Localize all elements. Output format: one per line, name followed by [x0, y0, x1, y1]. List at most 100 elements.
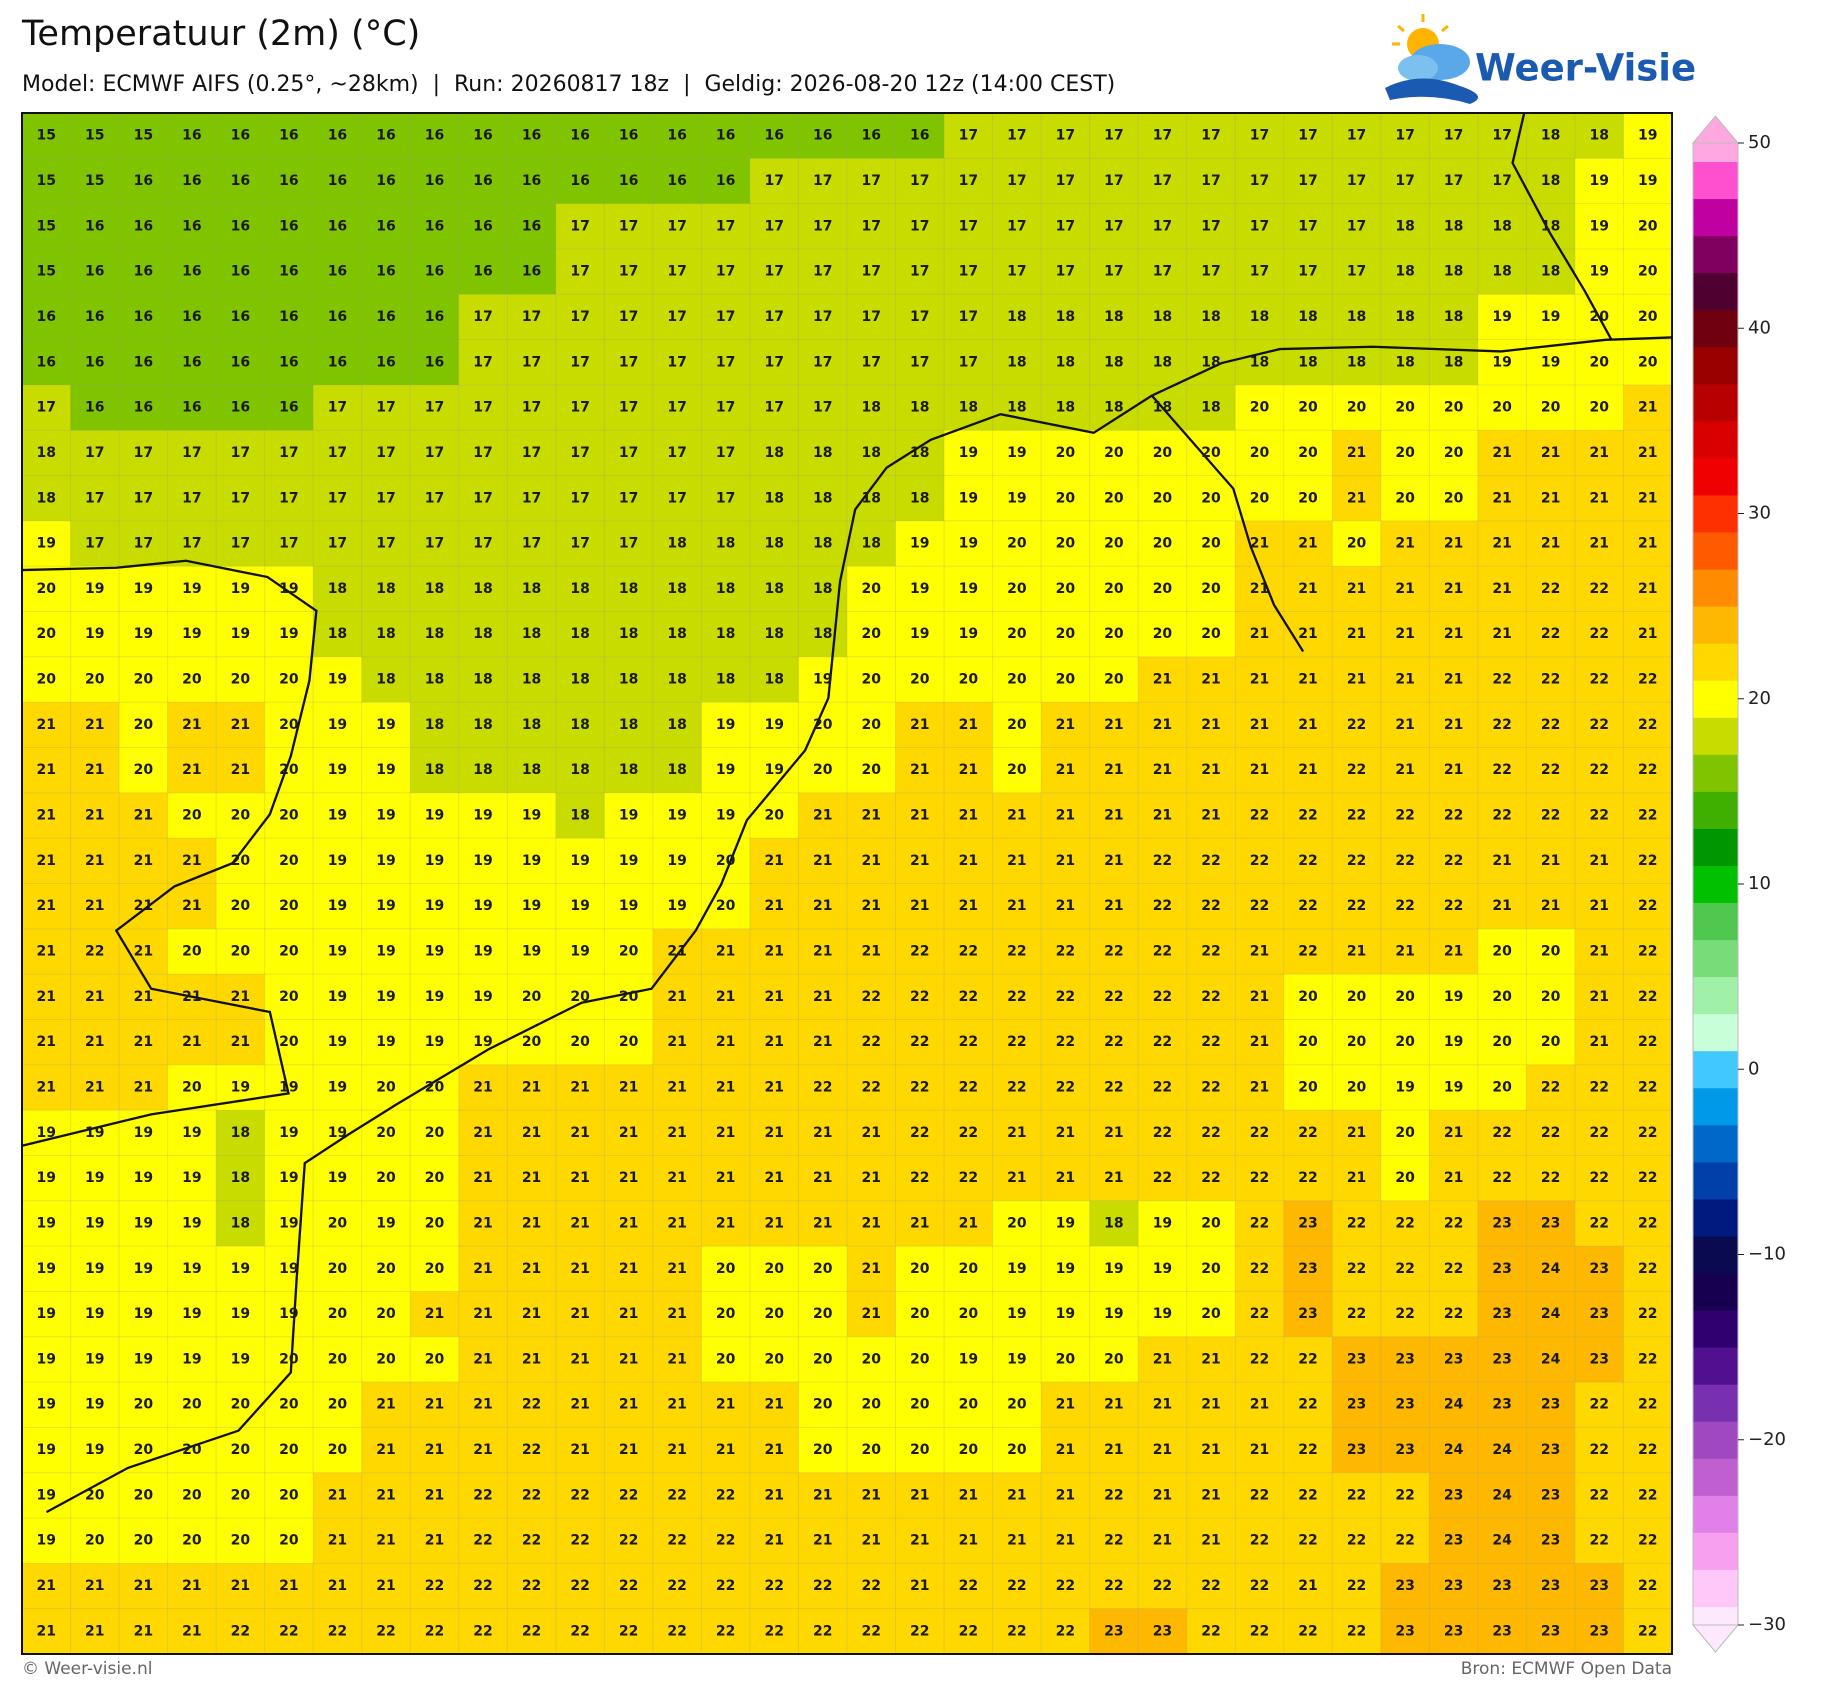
temp-cell — [1574, 384, 1625, 431]
temp-label: 22 — [522, 1533, 541, 1549]
temp-label: 22 — [1589, 1442, 1608, 1458]
temp-label: 16 — [231, 264, 250, 280]
temp-label: 19 — [425, 808, 444, 824]
temp-cell — [361, 1064, 411, 1111]
temp-cell — [313, 203, 363, 250]
temp-cell — [1235, 1246, 1285, 1293]
temp-cell — [361, 974, 411, 1021]
temp-label: 17 — [570, 400, 589, 416]
temp-cell — [410, 248, 460, 295]
temp-label: 19 — [279, 1079, 298, 1095]
temp-label: 22 — [1056, 1034, 1075, 1050]
temp-label: 21 — [959, 1487, 978, 1503]
temp-cell — [119, 566, 169, 613]
colorbar-bin — [1693, 1421, 1738, 1459]
temp-cell — [798, 1064, 848, 1111]
temp-cell — [1477, 656, 1528, 703]
temp-cell — [1477, 1064, 1528, 1111]
temp-label: 21 — [328, 1487, 347, 1503]
temp-label: 21 — [1589, 536, 1608, 552]
temp-cell — [944, 883, 994, 930]
temp-label: 16 — [522, 128, 541, 144]
temp-label: 22 — [716, 1623, 735, 1639]
temp-cell — [167, 1291, 217, 1338]
temp-label: 16 — [376, 218, 395, 234]
temp-label: 19 — [376, 943, 395, 959]
temp-label: 21 — [376, 1578, 395, 1594]
temp-cell — [216, 475, 266, 522]
temp-label: 21 — [522, 1261, 541, 1277]
temp-label: 17 — [1153, 173, 1172, 189]
temp-cell — [1235, 1064, 1285, 1111]
temp-label: 22 — [1347, 898, 1366, 914]
temp-cell — [458, 928, 508, 975]
temp-label: 22 — [959, 943, 978, 959]
temp-label: 20 — [231, 1397, 251, 1413]
temp-label: 20 — [619, 943, 639, 959]
temp-cell — [313, 339, 363, 386]
temp-label: 21 — [959, 853, 978, 869]
temp-label: 21 — [1250, 1079, 1269, 1095]
temp-label: 21 — [37, 1079, 56, 1095]
temp-label: 22 — [1541, 762, 1560, 778]
temp-label: 20 — [1153, 581, 1173, 597]
temp-cell — [1235, 928, 1285, 975]
temp-label: 20 — [279, 1351, 299, 1367]
temp-cell — [1380, 475, 1430, 522]
temp-cell — [1186, 113, 1236, 159]
temp-cell — [604, 656, 654, 703]
temp-label: 21 — [1104, 1125, 1123, 1141]
temp-cell — [313, 747, 363, 794]
temp-label: 17 — [1104, 264, 1123, 280]
temp-cell — [1041, 702, 1091, 749]
temp-cell — [70, 747, 120, 794]
temp-label: 18 — [473, 626, 492, 642]
temp-cell — [361, 520, 411, 567]
temp-label: 21 — [716, 1125, 735, 1141]
temp-cell — [119, 838, 169, 885]
temp-cell — [1623, 1155, 1673, 1202]
temp-cell — [701, 430, 751, 477]
colorbar-bin — [1693, 1347, 1738, 1385]
temp-cell — [1283, 566, 1333, 613]
temp-label: 18 — [1541, 128, 1560, 144]
temp-cell — [1235, 248, 1285, 295]
temp-label: 20 — [1104, 581, 1124, 597]
temp-label: 21 — [813, 1125, 832, 1141]
temp-label: 22 — [1638, 1215, 1657, 1231]
temp-cell — [992, 1246, 1042, 1293]
temp-label: 22 — [1298, 1442, 1317, 1458]
temp-label: 21 — [1056, 762, 1075, 778]
temp-cell — [652, 883, 703, 930]
temp-label: 22 — [1250, 1306, 1269, 1322]
temp-cell — [22, 1200, 72, 1247]
temp-label: 20 — [910, 1442, 930, 1458]
temp-label: 21 — [959, 898, 978, 914]
temp-cell — [1623, 1110, 1673, 1157]
temp-label: 20 — [1153, 626, 1173, 642]
temp-label: 21 — [1395, 943, 1414, 959]
temp-label: 20 — [959, 1306, 979, 1322]
temp-label: 16 — [570, 128, 589, 144]
temp-label: 22 — [1347, 808, 1366, 824]
temp-cell — [1186, 702, 1236, 749]
temp-label: 20 — [1250, 400, 1270, 416]
temp-cell — [652, 384, 703, 431]
temp-label: 16 — [279, 400, 298, 416]
temp-cell — [361, 747, 411, 794]
temp-cell — [1041, 611, 1091, 658]
temp-label: 18 — [1201, 354, 1220, 370]
temp-cell — [944, 747, 994, 794]
temp-cell — [361, 475, 411, 522]
temp-cell — [1429, 702, 1479, 749]
temp-label: 20 — [522, 989, 542, 1005]
temp-cell — [1235, 1155, 1285, 1202]
temp-label: 22 — [1347, 1215, 1366, 1231]
temp-label: 22 — [1638, 1623, 1657, 1639]
temp-cell — [1429, 1200, 1479, 1247]
temp-label: 21 — [959, 1533, 978, 1549]
temp-label: 17 — [1056, 218, 1075, 234]
temp-label: 21 — [376, 1397, 395, 1413]
temp-cell — [652, 702, 703, 749]
temp-cell — [749, 1246, 800, 1293]
